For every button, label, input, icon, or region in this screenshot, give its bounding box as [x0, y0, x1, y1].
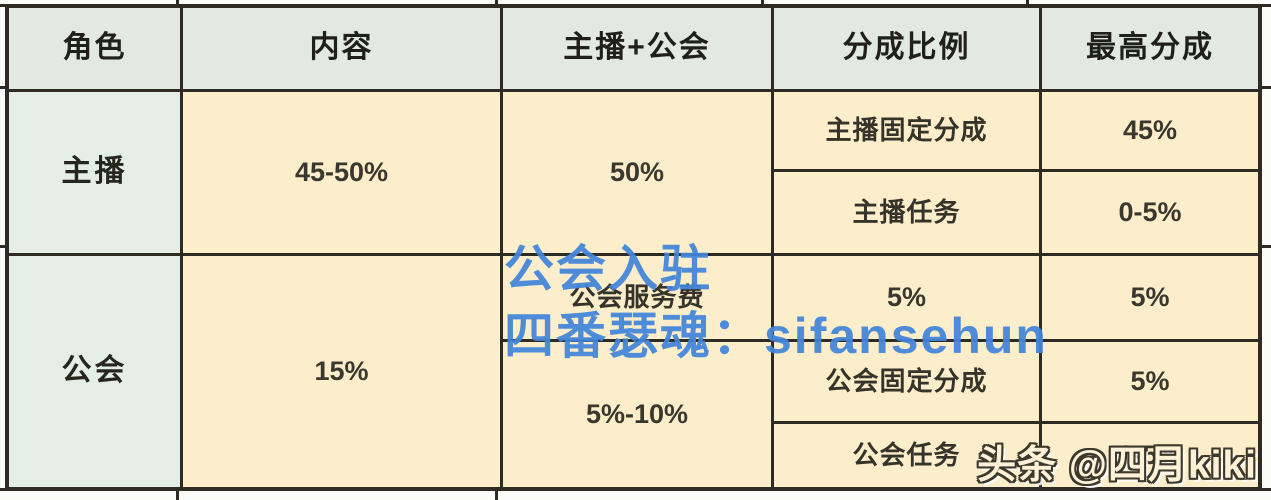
guild-service-ratio-cell: 5%: [1042, 256, 1258, 339]
credit-watermark: 头条 @四月kiki: [977, 444, 1257, 487]
guild-task-ratio-cell: 5%-10%: [503, 342, 771, 487]
anchor-max-ratio-cell: 50%: [503, 92, 771, 253]
blue-watermark-line1: 公会入驻: [504, 241, 712, 297]
anchor-task-value: 0-5%: [1042, 172, 1258, 253]
anchor-ratio-cell: 45-50%: [183, 92, 500, 253]
header-content: 内容: [183, 8, 500, 89]
guild-service-label: 公会服务费: [503, 256, 771, 339]
anchor-fixed-label: 主播固定分成: [774, 92, 1039, 169]
anchor-task-label: 主播任务: [774, 172, 1039, 253]
guild-fixed-label: 公会固定分成: [774, 342, 1039, 421]
role-cell-guild: 公会: [9, 256, 180, 487]
anchor-fixed-value: 45%: [1042, 92, 1258, 169]
header-role: 角色: [9, 8, 180, 89]
guild-task-value: 0-5%: [1042, 424, 1258, 487]
crop-tick-col4: [1026, 0, 1029, 7]
blue-watermark: 公会入驻 四番瑟魂：sifansehun: [504, 236, 1048, 370]
role-cell-anchor: 主播: [9, 92, 180, 253]
header-anchor-plus-guild: 主播+公会: [503, 8, 771, 89]
header-max-ratio: 最高分成: [1042, 8, 1258, 89]
crop-tick-col3: [761, 0, 764, 7]
guild-fixed-value: 5%: [1042, 342, 1258, 421]
revenue-split-table: 角色 内容 主播+公会 分成比例 最高分成 主播 主播固定分成 45% 45-5…: [5, 4, 1262, 491]
guild-max-ratio-cell: 15%: [183, 256, 500, 487]
header-ratio: 分成比例: [774, 8, 1039, 89]
guild-service-value: 5%: [774, 256, 1039, 339]
guild-task-label: 公会任务: [774, 424, 1039, 487]
blue-watermark-line2: 四番瑟魂：sifansehun: [504, 308, 1048, 364]
